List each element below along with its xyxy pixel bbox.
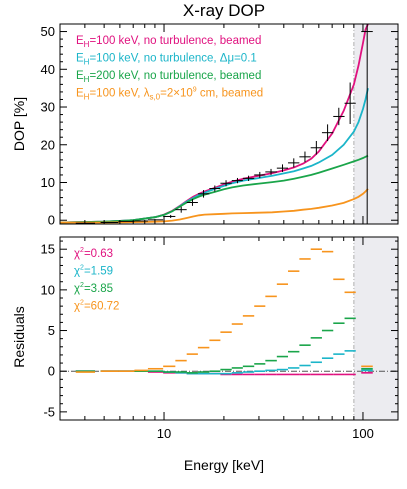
chi2-3-sup: 2: [80, 300, 84, 307]
legend-entry-3: EH=100 keV, λs,0=2×109 cm, beamed: [76, 87, 263, 102]
chi2-0-sup: 2: [80, 247, 84, 254]
chi2-0-chi: χ: [74, 248, 80, 260]
legend-0-text: =100 keV, no turbulence, beamed: [89, 35, 261, 47]
chi2-1-chi: χ: [74, 266, 80, 278]
top-ytick-label-20: 20: [41, 137, 55, 152]
chi2-label-1: χ2=1.59: [74, 265, 113, 278]
top-ytick-label-40: 40: [41, 62, 55, 77]
bot-ytick-label-5: 5: [48, 323, 55, 338]
legend-0-sub: H: [84, 40, 90, 49]
chi2-3-chi: χ: [74, 301, 80, 313]
chi2-0-value: =0.63: [84, 248, 113, 260]
bot-ytick-label-10: 10: [41, 282, 55, 297]
legend-3-sub2: s,0: [149, 93, 160, 102]
legend-3-text3: cm, beamed: [197, 88, 263, 100]
bot-ytick-label-15: 15: [41, 242, 55, 257]
top-shaded-region: [353, 24, 398, 224]
legend-1-text: =100 keV, no turbulence, Δμ=0.1: [89, 53, 256, 65]
series-line-1: [60, 88, 369, 224]
top-ytick-label-0: 0: [48, 213, 55, 228]
bottom-ticks: 10 100 -5 0 5 10 15: [41, 237, 399, 441]
top-ticks: 0 10 20 30 40 50: [41, 24, 399, 228]
legend-1-sub: H: [84, 58, 90, 67]
legend-3-sub: H: [84, 93, 90, 102]
xtick-label-100: 100: [352, 426, 374, 441]
legend-entry-2: EH=200 keV, no turbulence, beamed: [76, 70, 261, 84]
bottom-shaded-region: [353, 237, 398, 420]
top-ytick-label-50: 50: [41, 24, 55, 39]
chi2-label-0: χ2=0.63: [74, 247, 113, 260]
y-axis-label-dop: DOP [%]: [11, 97, 27, 151]
series-line-2: [60, 154, 369, 224]
chi2-2-value: =3.85: [84, 283, 113, 295]
legend-entry-1: EH=100 keV, no turbulence, Δμ=0.1: [76, 53, 257, 67]
series-line-3: [60, 188, 369, 224]
chi2-label-2: χ2=3.85: [74, 282, 113, 295]
chi2-2-chi: χ: [74, 283, 80, 295]
xtick-label-10: 10: [157, 426, 171, 441]
top-ytick-label-30: 30: [41, 100, 55, 115]
observed-points: [75, 24, 373, 224]
chi2-1-sup: 2: [80, 265, 84, 272]
legend-entry-0: EH=100 keV, no turbulence, beamed: [76, 35, 261, 49]
legend-0-e: E: [76, 35, 84, 47]
y-axis-label-residuals: Residuals: [11, 306, 27, 367]
chi2-3-value: =60.72: [84, 301, 120, 313]
legend-3-e: E: [76, 88, 84, 100]
legend-3-text2: =2×10: [160, 88, 193, 100]
chi2-label-3: χ2=60.72: [74, 300, 119, 313]
bot-ytick-label--5: -5: [43, 404, 55, 419]
bot-ytick-label-0: 0: [48, 364, 55, 379]
top-ytick-label-10: 10: [41, 175, 55, 190]
legend-2-sub: H: [84, 75, 90, 84]
legend-2-e: E: [76, 70, 84, 82]
x-axis-label: Energy [keV]: [184, 457, 264, 473]
legend: EH=100 keV, no turbulence, beamedEH=100 …: [76, 35, 263, 102]
legend-3-sup: 9: [193, 87, 197, 94]
chi2-1-value: =1.59: [84, 266, 113, 278]
residual-marks: [75, 248, 373, 376]
chi2-2-sup: 2: [80, 282, 84, 289]
top-frame: [59, 23, 399, 225]
legend-1-e: E: [76, 53, 84, 65]
bottom-frame: [59, 236, 399, 421]
chart-title: X-ray DOP: [183, 1, 265, 20]
legend-2-text: =200 keV, no turbulence, beamed: [89, 70, 261, 82]
legend-3-text: =100 keV, λ: [89, 88, 149, 100]
